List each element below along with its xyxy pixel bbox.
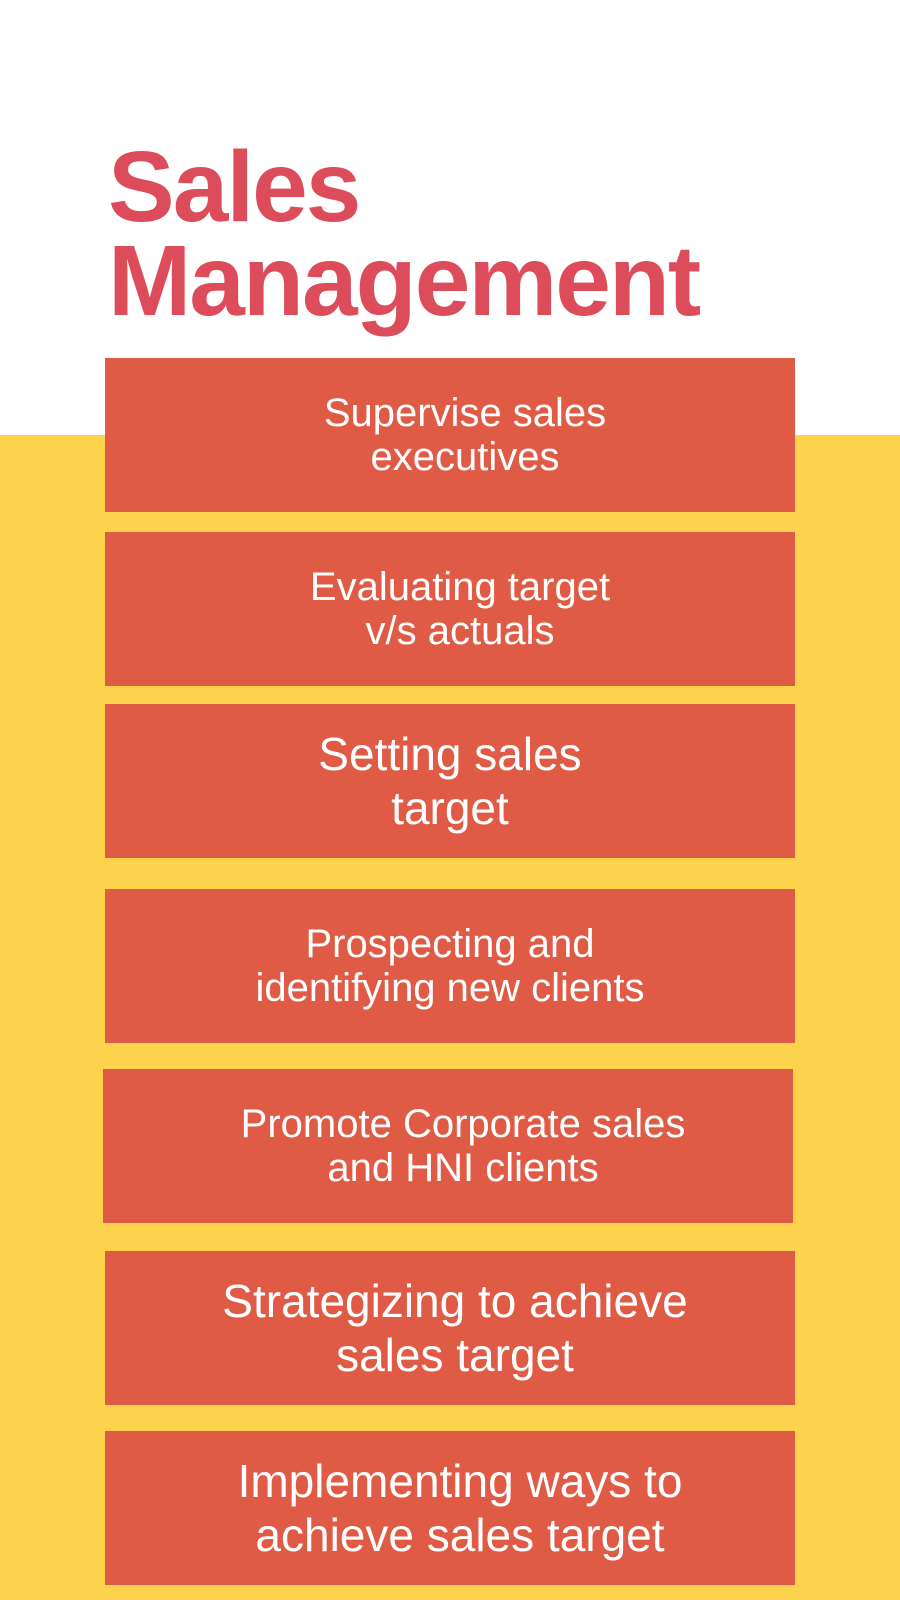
- item-label: Evaluating target v/s actuals: [309, 565, 611, 653]
- item-label: Supervise sales executives: [323, 391, 607, 479]
- item-label: Prospecting and identifying new clients: [255, 922, 645, 1010]
- item-box-supervise: Supervise sales executives: [105, 358, 795, 512]
- item-label: Setting sales target: [318, 728, 582, 834]
- item-box-implementing: Implementing ways to achieve sales targe…: [105, 1431, 795, 1585]
- item-box-prospecting: Prospecting and identifying new clients: [105, 889, 795, 1043]
- item-label: Strategizing to achieve sales target: [222, 1275, 688, 1381]
- item-box-promote: Promote Corporate sales and HNI clients: [103, 1069, 793, 1223]
- title-line-1: Sales: [108, 131, 361, 243]
- item-box-setting-target: Setting sales target: [105, 704, 795, 858]
- title-line-2: Management: [108, 225, 701, 337]
- item-box-evaluating: Evaluating target v/s actuals: [105, 532, 795, 686]
- page-title: Sales Management: [108, 131, 701, 337]
- item-box-strategizing: Strategizing to achieve sales target: [105, 1251, 795, 1405]
- item-label: Implementing ways to achieve sales targe…: [237, 1455, 683, 1561]
- item-label: Promote Corporate sales and HNI clients: [240, 1102, 686, 1190]
